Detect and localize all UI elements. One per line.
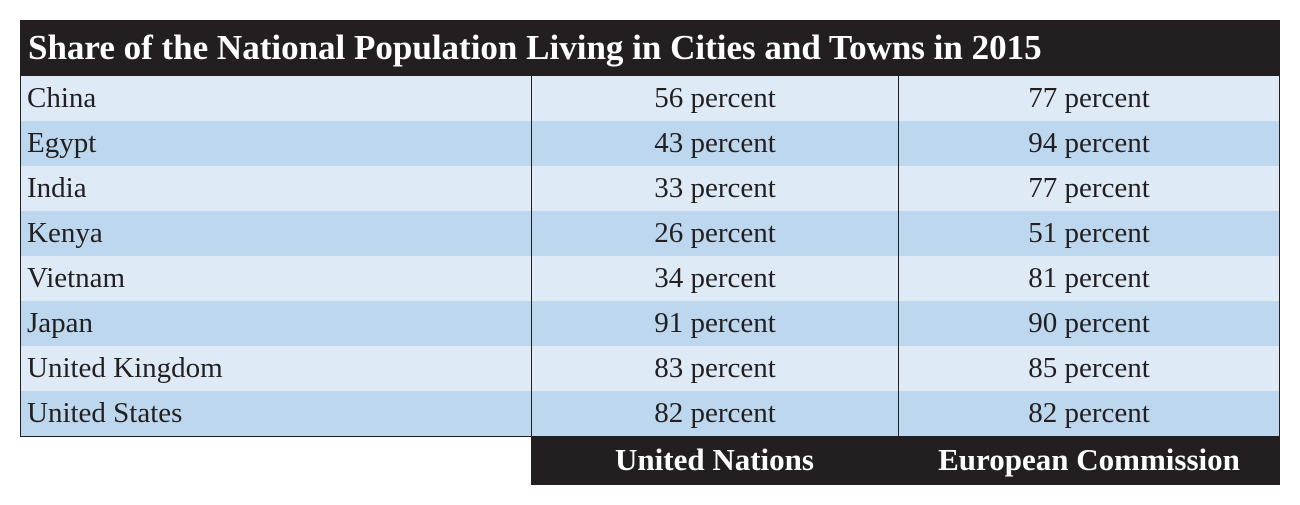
un-value-cell: 33 percent bbox=[532, 166, 899, 211]
un-value-cell: 83 percent bbox=[532, 346, 899, 391]
column-header-bar: United Nations European Commission bbox=[531, 437, 1280, 485]
country-cell: Kenya bbox=[21, 211, 532, 256]
table-row: Kenya 26 percent 51 percent bbox=[21, 211, 1279, 256]
ec-value-cell: 77 percent bbox=[1028, 172, 1150, 204]
country-cell: Vietnam bbox=[21, 256, 532, 301]
table-row: Egypt 43 percent 94 percent bbox=[21, 121, 1279, 166]
table-row: Japan 91 percent 90 percent bbox=[21, 301, 1279, 346]
ec-value-cell: 77 percent bbox=[1028, 82, 1150, 114]
table-row: China 56 percent 77 percent bbox=[21, 76, 1279, 121]
country-cell: China bbox=[21, 76, 532, 121]
ec-value-cell: 90 percent bbox=[1028, 307, 1150, 339]
column-header-ec: European Commission bbox=[938, 442, 1240, 477]
country-cell: United States bbox=[21, 391, 532, 436]
un-value-cell: 56 percent bbox=[532, 76, 899, 121]
column-header-un: United Nations bbox=[615, 442, 814, 477]
ec-value-cell: 81 percent bbox=[1028, 262, 1150, 294]
table-row: United States 82 percent 82 percent bbox=[21, 391, 1279, 436]
un-value-cell: 26 percent bbox=[532, 211, 899, 256]
ec-value-cell: 85 percent bbox=[1028, 352, 1150, 384]
un-value-cell: 82 percent bbox=[532, 391, 899, 436]
table-row: United Kingdom 83 percent 85 percent bbox=[21, 346, 1279, 391]
ec-value-cell: 51 percent bbox=[1028, 217, 1150, 249]
population-table: Share of the National Population Living … bbox=[20, 20, 1280, 485]
table-title: Share of the National Population Living … bbox=[20, 20, 1280, 76]
column-header-footer: United Nations European Commission bbox=[20, 437, 1280, 485]
un-value-cell: 34 percent bbox=[532, 256, 899, 301]
un-value-cell: 91 percent bbox=[532, 301, 899, 346]
country-cell: India bbox=[21, 166, 532, 211]
ec-value-cell: 82 percent bbox=[1028, 397, 1150, 429]
table-row: Vietnam 34 percent 81 percent bbox=[21, 256, 1279, 301]
table-body: China 56 percent 77 percent Egypt 43 per… bbox=[20, 76, 1280, 437]
table-row: India 33 percent 77 percent bbox=[21, 166, 1279, 211]
country-cell: United Kingdom bbox=[21, 346, 532, 391]
country-cell: Egypt bbox=[21, 121, 532, 166]
un-value-cell: 43 percent bbox=[532, 121, 899, 166]
ec-value-cell: 94 percent bbox=[1028, 127, 1150, 159]
country-cell: Japan bbox=[21, 301, 532, 346]
